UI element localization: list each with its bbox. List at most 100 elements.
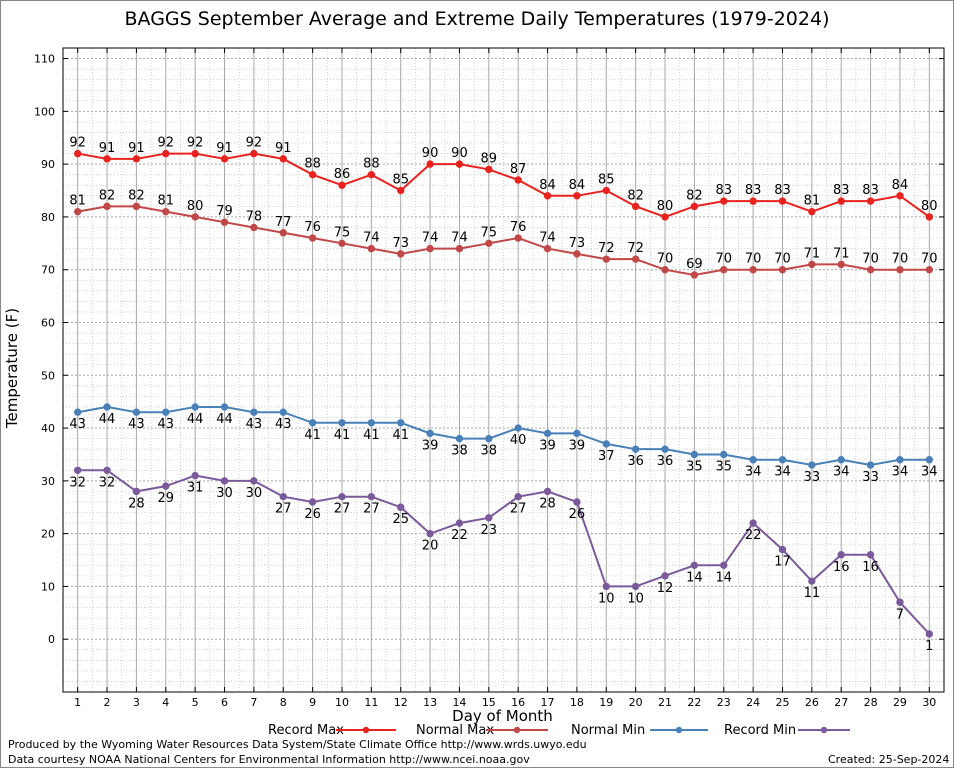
data-point	[661, 213, 669, 221]
data-label: 11	[804, 586, 821, 601]
data-label: 43	[275, 417, 292, 432]
x-tick-label: 11	[364, 696, 378, 709]
data-point	[250, 223, 258, 232]
y-tick-label: 0	[48, 633, 55, 646]
data-label: 70	[657, 252, 674, 267]
legend-marker	[675, 726, 683, 734]
legend-marker	[362, 726, 370, 734]
data-label: 92	[246, 136, 263, 151]
data-point	[631, 255, 640, 263]
x-tick-label: 14	[452, 696, 466, 709]
data-label: 36	[627, 454, 644, 469]
data-point	[73, 466, 82, 474]
data-label: 26	[569, 507, 586, 522]
series-record-min: 32 32 28 29 31 30 30 27 26 27 27 25 20 22 23 27 28 26 10 10…	[69, 466, 934, 654]
data-label: 7	[896, 607, 904, 622]
legend-item-record-min: Record Min	[724, 723, 850, 738]
data-point	[338, 239, 346, 248]
y-tick-label: 30	[41, 475, 55, 488]
y-tick-label: 110	[34, 53, 55, 66]
data-point	[514, 234, 522, 242]
data-point	[485, 239, 493, 248]
data-label: 27	[334, 502, 351, 517]
x-tick-label: 24	[746, 696, 760, 709]
data-point	[338, 419, 346, 427]
data-label: 91	[216, 141, 233, 156]
data-label: 43	[69, 417, 86, 432]
data-label: 28	[539, 496, 556, 511]
data-point	[866, 266, 875, 274]
series-layer: 92 91 91 92 92 91 92 91 88 86 88 85 90 90 89 87 84 84 85 82…	[69, 136, 937, 654]
data-label: 74	[422, 231, 439, 246]
x-tick-label: 18	[570, 696, 584, 709]
data-label: 82	[627, 188, 644, 203]
data-point	[720, 561, 728, 570]
data-label: 1	[925, 639, 933, 654]
y-tick-label: 20	[41, 528, 55, 541]
data-label: 27	[510, 502, 527, 517]
data-point	[338, 181, 346, 189]
y-tick-label: 60	[41, 316, 55, 329]
data-label: 85	[392, 173, 409, 188]
data-label: 41	[334, 428, 351, 443]
legend-item-record-max: Record Max	[268, 723, 396, 738]
data-label: 74	[539, 231, 556, 246]
data-point	[191, 403, 199, 411]
x-tick-label: 7	[250, 696, 257, 709]
data-label: 32	[99, 475, 116, 490]
data-point	[367, 492, 376, 501]
data-label: 80	[187, 199, 204, 214]
x-tick-label: 5	[192, 696, 199, 709]
x-tick-label: 23	[717, 696, 731, 709]
data-label: 83	[774, 183, 791, 198]
data-point	[132, 155, 141, 163]
data-point	[338, 492, 346, 501]
data-label: 16	[833, 560, 850, 575]
data-point	[808, 260, 816, 269]
data-point	[808, 461, 816, 469]
data-label: 36	[657, 454, 674, 469]
data-point	[837, 260, 845, 269]
data-label: 38	[451, 444, 468, 459]
data-label: 23	[481, 523, 498, 538]
data-point	[279, 155, 287, 163]
data-point	[925, 630, 934, 638]
data-label: 77	[275, 215, 292, 230]
data-point	[543, 192, 552, 200]
data-point	[250, 408, 258, 416]
footer-created-date: Created: 25-Sep-2024	[828, 753, 950, 766]
data-point	[485, 165, 493, 174]
data-point	[573, 429, 581, 438]
data-label: 16	[862, 560, 879, 575]
data-point	[191, 471, 199, 480]
data-point	[308, 419, 317, 427]
data-label: 43	[158, 417, 175, 432]
data-point	[631, 202, 640, 211]
data-label: 87	[510, 162, 527, 177]
data-point	[778, 456, 787, 464]
x-tick-label: 28	[864, 696, 878, 709]
data-label: 79	[216, 204, 233, 219]
data-point	[690, 271, 699, 279]
data-label: 39	[422, 438, 439, 453]
data-point	[573, 250, 581, 258]
data-point	[925, 456, 934, 464]
data-point	[220, 477, 229, 485]
x-tick-label: 22	[687, 696, 701, 709]
data-point	[837, 551, 845, 559]
x-tick-label: 25	[775, 696, 789, 709]
y-tick-label: 10	[41, 580, 55, 593]
data-label: 86	[334, 167, 351, 182]
data-point	[573, 192, 581, 200]
data-label: 82	[128, 188, 145, 203]
data-label: 34	[921, 465, 938, 480]
data-point	[191, 149, 199, 158]
data-label: 38	[481, 444, 498, 459]
x-tick-label: 15	[482, 696, 496, 709]
data-label: 70	[774, 252, 791, 267]
data-label: 74	[451, 231, 468, 246]
data-point	[485, 434, 493, 443]
data-point	[308, 170, 317, 179]
data-label: 34	[745, 465, 762, 480]
series-line	[77, 405, 930, 467]
